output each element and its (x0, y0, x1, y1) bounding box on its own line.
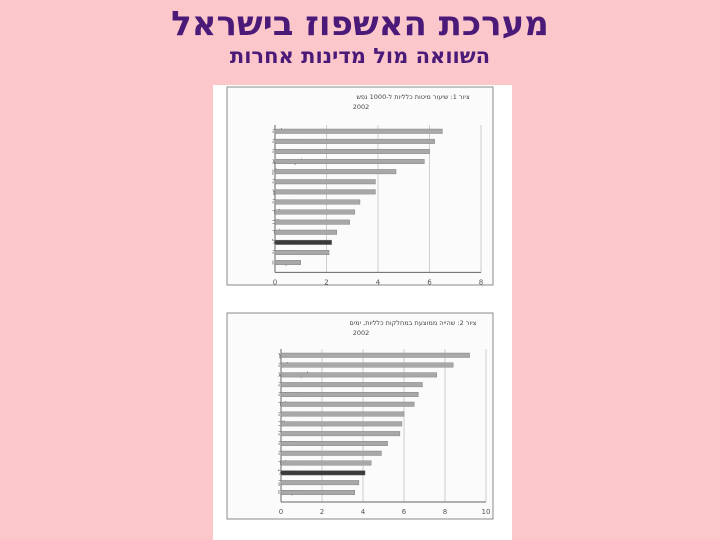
chart-1-bar (274, 169, 397, 175)
slide-title: מערכת האשפוז בישראל (171, 4, 549, 44)
scanned-charts-panel: ציור 1: שיעור מיטות כלליות ל-1000 נפש 20… (213, 85, 512, 540)
chart-1-tick-label: 4 (376, 278, 381, 286)
chart-2-plot: 0246810שוויץבלגיהלוקסמבורגבריטניההונגריה… (278, 349, 490, 516)
chart-1-frame (226, 86, 494, 286)
chart-2-bar (280, 401, 415, 407)
chart-1-subtitle: 2002 (353, 103, 370, 111)
chart-2-bar (280, 362, 454, 368)
chart-2-bar (280, 470, 366, 476)
chart-2-bar (280, 411, 405, 417)
chart-1-bar (274, 209, 356, 215)
chart-1-bar (274, 148, 430, 154)
chart-1-bar (274, 138, 435, 144)
chart-2-bar (280, 382, 423, 388)
chart-2-bar (280, 490, 356, 495)
chart-1-bar (274, 229, 337, 235)
chart-2-bar (280, 372, 438, 378)
chart-1-plot: 02468בלגיהאוסטריההונגריהלוקסמבורגפוליןבר… (272, 125, 483, 286)
chart-2-tick-label: 10 (482, 508, 491, 516)
chart-2-subtitle: 2002 (353, 329, 370, 337)
chart-1-bar (274, 179, 376, 185)
chart-2-bar (280, 441, 388, 446)
chart-2-bar (280, 460, 372, 466)
chart-2-tick-label: 0 (279, 508, 283, 516)
chart-1-tick-label: 2 (324, 278, 328, 286)
chart-1-tick-label: 0 (273, 278, 277, 286)
chart-2-bar (280, 421, 403, 427)
chart-2-bar (280, 392, 419, 397)
chart-1-bar (274, 128, 443, 134)
chart-1-bar (274, 159, 425, 165)
chart-2-tick-label: 2 (320, 508, 324, 516)
slide-subtitle: השוואה מול מדינות אחרות (229, 44, 491, 68)
chart-2-tick-label: 6 (402, 508, 407, 516)
chart-2-bar (280, 431, 401, 437)
chart-1-title: ציור 1: שיעור מיטות כלליות ל-1000 נפש (356, 93, 470, 101)
chart-2-bar (280, 352, 470, 358)
chart-1-tick-label: 8 (479, 278, 483, 286)
chart-1-bar (274, 249, 330, 255)
chart-1-bar (274, 199, 361, 205)
chart-1-bar (274, 189, 376, 195)
chart-1-tick-label: 6 (427, 278, 432, 286)
chart-2-title: ציור 2: שהייה ממוצעת במחלקות כלליות, ימי… (349, 319, 476, 327)
chart-2-tick-label: 8 (443, 508, 447, 516)
chart-2-tick-label: 4 (361, 508, 366, 516)
chart-1-bar (274, 239, 332, 245)
chart-2-bar (280, 450, 382, 456)
chart-1-bar (274, 219, 350, 225)
chart-1-bar (274, 260, 301, 266)
chart-2-bar (280, 480, 360, 486)
charts-svg: ציור 1: שיעור מיטות כלליות ל-1000 נפש 20… (226, 86, 494, 520)
